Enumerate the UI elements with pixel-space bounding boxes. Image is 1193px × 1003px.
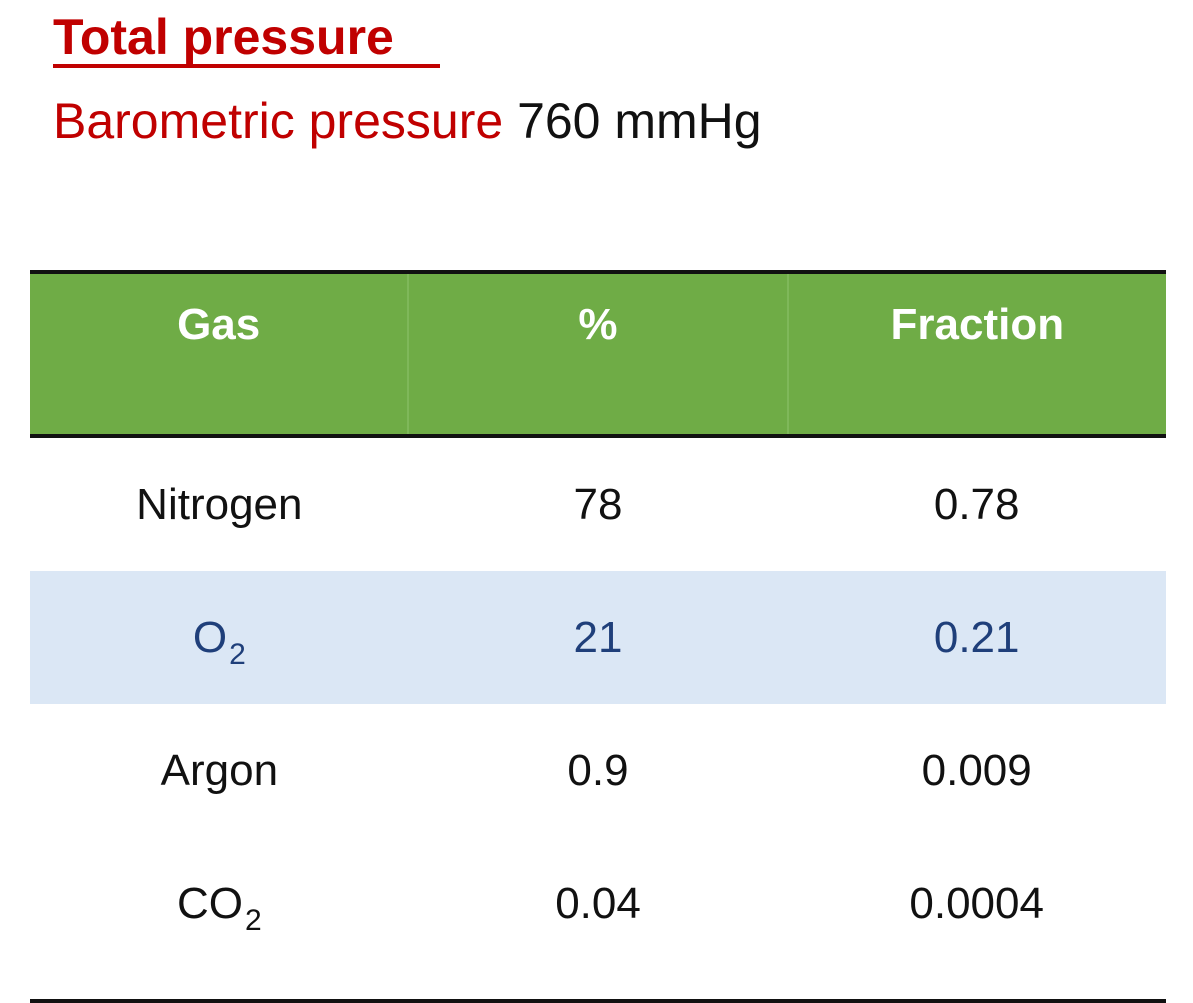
- table-row-argon: Argon 0.9 0.009: [30, 704, 1166, 837]
- gas-name: Argon: [160, 745, 279, 795]
- cell-fraction: 0.009: [921, 745, 1032, 795]
- cell-gas: O2: [30, 612, 409, 671]
- table-row-co2: CO2 0.04 0.0004: [30, 837, 1166, 970]
- table-row-oxygen: O2 21 0.21: [30, 571, 1166, 704]
- table-top-rule: [30, 270, 1166, 274]
- header-percent: %: [409, 274, 789, 434]
- gas-name: Nitrogen: [136, 479, 303, 529]
- cell-fraction: 0.78: [933, 479, 1020, 529]
- cell-gas: Argon: [30, 746, 409, 796]
- table-row-nitrogen: Nitrogen 78 0.78: [30, 438, 1166, 571]
- barometric-pressure-line: Barometric pressure 760 mmHg: [53, 88, 762, 154]
- table-header-row: Gas % Fraction: [30, 274, 1166, 434]
- table-bottom-spacer: [30, 970, 1166, 999]
- cell-percent: 78: [573, 479, 623, 529]
- cell-gas: CO2: [30, 878, 409, 937]
- gas-table: Gas % Fraction Nitrogen 78 0.78 O2 21 0.…: [30, 270, 1166, 1003]
- title-underline: [53, 64, 440, 68]
- page-title: Total pressure: [53, 9, 394, 65]
- table-header-rule: [30, 434, 1166, 438]
- gas-subscript: 2: [244, 903, 262, 937]
- header-fraction: Fraction: [890, 300, 1065, 349]
- cell-gas: Nitrogen: [30, 480, 409, 530]
- barometric-pressure-label: Barometric pressure: [53, 93, 504, 149]
- cell-percent: 0.9: [567, 745, 629, 795]
- cell-fraction: 0.0004: [909, 878, 1044, 928]
- barometric-pressure-value: 760 mmHg: [517, 93, 762, 149]
- cell-fraction: 0.21: [933, 612, 1020, 662]
- header-gas: Gas: [30, 274, 410, 434]
- cell-percent: 0.04: [555, 878, 641, 928]
- gas-name: CO: [176, 878, 243, 928]
- gas-name: O: [192, 612, 228, 662]
- gas-subscript: 2: [229, 637, 246, 671]
- cell-percent: 21: [573, 612, 623, 662]
